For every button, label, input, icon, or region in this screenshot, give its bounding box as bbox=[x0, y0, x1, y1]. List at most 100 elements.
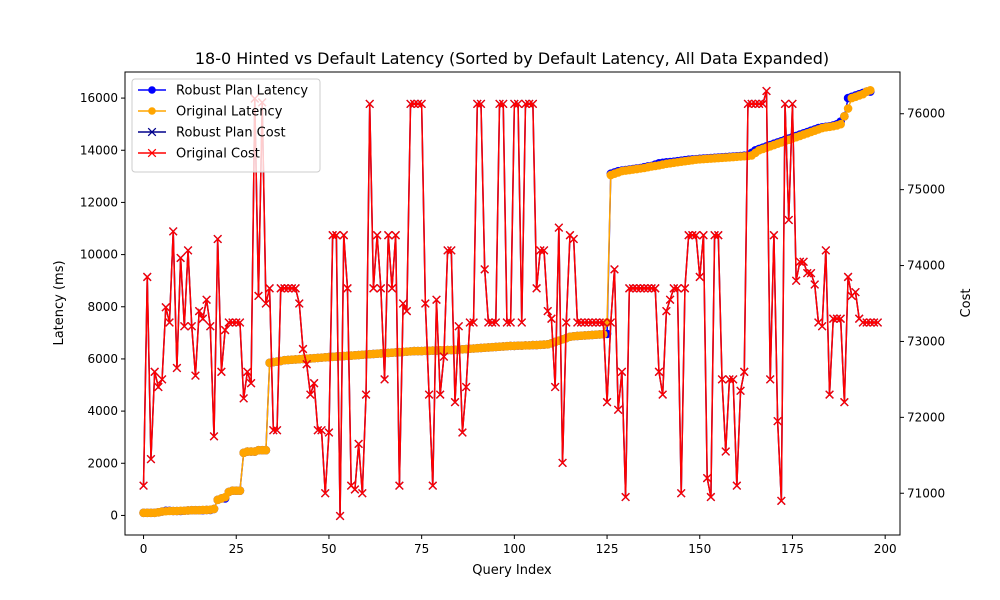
data-point bbox=[142, 272, 152, 282]
data-point bbox=[702, 473, 712, 483]
data-point bbox=[539, 246, 549, 255]
data-point bbox=[309, 378, 319, 388]
y-tick-label: 16000 bbox=[80, 91, 118, 105]
data-point bbox=[791, 276, 801, 285]
data-point bbox=[435, 390, 445, 399]
data-point bbox=[836, 119, 845, 129]
y2-tick-label: 74000 bbox=[907, 259, 945, 273]
data-point bbox=[387, 284, 397, 293]
series-3 bbox=[139, 86, 883, 521]
data-point bbox=[769, 230, 779, 240]
data-point bbox=[191, 371, 200, 380]
data-point bbox=[409, 99, 419, 109]
data-point bbox=[395, 481, 404, 490]
data-point bbox=[187, 322, 197, 331]
data-point bbox=[176, 253, 185, 263]
data-point bbox=[773, 416, 782, 426]
data-point bbox=[380, 375, 389, 384]
data-point bbox=[235, 318, 245, 327]
y-axis-label: Latency (ms) bbox=[52, 260, 67, 345]
data-point bbox=[836, 314, 845, 323]
data-point bbox=[762, 86, 771, 96]
data-point bbox=[521, 99, 530, 109]
data-point bbox=[669, 284, 679, 293]
data-point bbox=[206, 322, 215, 331]
data-point bbox=[154, 382, 163, 392]
data-point bbox=[536, 246, 545, 255]
data-point bbox=[873, 318, 883, 327]
data-point bbox=[224, 318, 234, 327]
data-point bbox=[665, 295, 675, 304]
y-tick-label: 4000 bbox=[87, 404, 118, 418]
data-point bbox=[280, 284, 289, 293]
data-point bbox=[543, 306, 552, 316]
data-point bbox=[376, 284, 386, 293]
data-point bbox=[647, 284, 656, 293]
data-point bbox=[254, 291, 263, 301]
data-point bbox=[610, 265, 619, 274]
y-tick-label: 14000 bbox=[80, 143, 118, 157]
data-point bbox=[228, 318, 237, 327]
data-point bbox=[558, 458, 567, 468]
data-point bbox=[569, 234, 578, 244]
legend-marker bbox=[148, 86, 156, 94]
series-1 bbox=[139, 85, 875, 518]
data-point bbox=[168, 227, 178, 236]
data-point bbox=[866, 85, 875, 95]
data-point bbox=[350, 485, 360, 494]
data-point bbox=[165, 318, 174, 327]
data-point bbox=[695, 272, 705, 282]
y2-tick-label: 73000 bbox=[907, 334, 945, 348]
data-point bbox=[365, 99, 374, 109]
data-point bbox=[673, 284, 682, 293]
data-point bbox=[739, 367, 749, 377]
legend-box bbox=[131, 78, 321, 173]
data-point bbox=[480, 265, 489, 274]
data-point bbox=[803, 268, 812, 278]
plot-content bbox=[139, 85, 883, 521]
data-point bbox=[317, 425, 326, 435]
data-point bbox=[324, 428, 334, 437]
data-point bbox=[343, 284, 352, 293]
data-point bbox=[628, 284, 638, 293]
x-axis-label: Query Index bbox=[472, 563, 552, 578]
data-point bbox=[680, 284, 690, 293]
data-point bbox=[591, 318, 601, 327]
data-point bbox=[658, 390, 667, 399]
data-point bbox=[291, 284, 300, 293]
data-point bbox=[269, 425, 278, 435]
data-point bbox=[298, 344, 308, 354]
data-point bbox=[843, 272, 853, 282]
data-point bbox=[806, 268, 816, 278]
data-point bbox=[217, 367, 226, 377]
data-point bbox=[458, 428, 467, 437]
data-point bbox=[469, 318, 478, 327]
data-point bbox=[161, 303, 171, 312]
x-tick-label: 150 bbox=[688, 542, 711, 556]
data-point bbox=[710, 230, 719, 240]
data-point bbox=[320, 488, 330, 498]
data-point bbox=[510, 99, 519, 109]
y2-tick-label: 75000 bbox=[907, 183, 945, 197]
data-point bbox=[157, 375, 167, 384]
data-point bbox=[180, 322, 189, 331]
x-tick-label: 125 bbox=[596, 542, 619, 556]
data-point bbox=[584, 318, 593, 327]
data-point bbox=[276, 284, 286, 293]
data-point bbox=[587, 318, 597, 327]
data-point bbox=[506, 318, 515, 327]
data-point bbox=[402, 306, 412, 316]
data-point bbox=[398, 299, 408, 308]
data-point bbox=[758, 99, 768, 109]
data-point bbox=[751, 99, 760, 109]
chart-title: 18-0 Hinted vs Default Latency (Sorted b… bbox=[195, 49, 829, 68]
data-point bbox=[517, 318, 527, 327]
data-point bbox=[209, 432, 219, 441]
data-point bbox=[428, 481, 438, 490]
data-point bbox=[424, 390, 434, 399]
y-tick-label: 8000 bbox=[87, 300, 118, 314]
data-point bbox=[725, 375, 734, 384]
data-point bbox=[799, 257, 808, 267]
data-point bbox=[732, 481, 742, 490]
data-point bbox=[851, 287, 860, 297]
